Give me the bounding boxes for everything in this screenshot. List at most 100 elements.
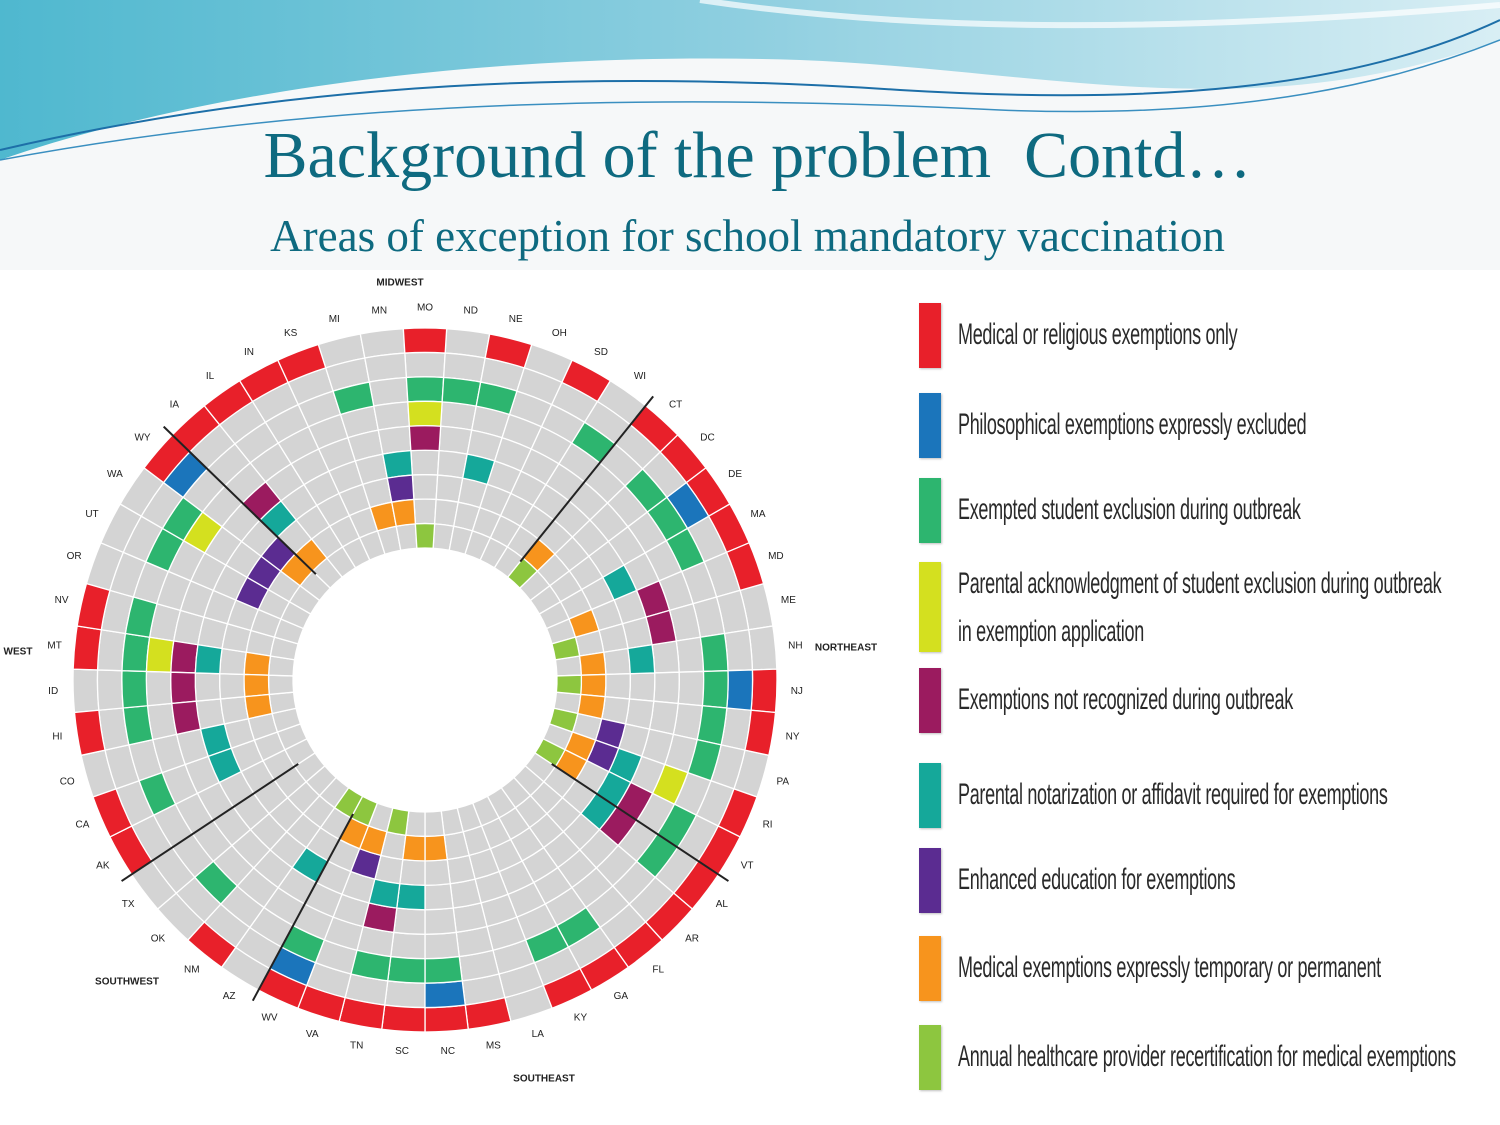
exception-cell <box>699 632 729 673</box>
cell <box>145 670 173 707</box>
legend-label: Parental notarization or affidavit requi… <box>958 778 1388 811</box>
region-label: SOUTHWEST <box>95 977 159 988</box>
state-label: ME <box>781 595 796 606</box>
state-label: WV <box>261 1013 277 1024</box>
radial-chart: MO ND NE OH SD WI CT DC DE MA MD ME NH NJ NY PA RI VT AL AR… <box>4 278 878 1085</box>
exception-cell <box>381 1004 426 1033</box>
legend-swatch <box>919 935 941 1001</box>
title: Background of the problem Contd… <box>263 119 1252 192</box>
exception-cell <box>424 834 448 862</box>
exception-cell <box>580 792 618 831</box>
exception-cell <box>414 522 436 549</box>
exception-cell <box>194 644 223 675</box>
state-label: KY <box>574 1013 588 1024</box>
state-label: DE <box>728 469 742 480</box>
state-label: SD <box>594 347 608 358</box>
state-label: AZ <box>223 991 236 1002</box>
state-label: SC <box>395 1046 409 1057</box>
exception-cell <box>534 737 566 768</box>
state-label: MD <box>768 551 784 562</box>
cell <box>377 425 412 455</box>
state-label: MA <box>751 509 766 520</box>
exception-cell <box>725 541 765 592</box>
region-label: WEST <box>4 647 33 658</box>
exception-cell <box>145 636 175 673</box>
state-label: IL <box>206 371 215 382</box>
exception-cell <box>475 381 518 416</box>
exception-cell <box>441 376 482 407</box>
cell <box>410 449 440 476</box>
cell <box>723 629 754 672</box>
state-label: MN <box>372 305 388 316</box>
state-label: NM <box>184 964 200 975</box>
legend-swatch <box>919 302 941 368</box>
exception-cell <box>350 949 392 982</box>
state-label: LA <box>532 1029 545 1040</box>
exception-cell <box>386 807 410 836</box>
state-label: ID <box>48 686 58 697</box>
state-label: CT <box>669 400 682 411</box>
exception-cell <box>243 673 270 698</box>
state-label: IN <box>244 347 254 358</box>
state-label: VA <box>306 1029 319 1040</box>
state-label: NJ <box>791 686 803 697</box>
exception-cell <box>72 625 103 671</box>
state-label: OR <box>67 551 82 562</box>
state-label: OH <box>552 328 567 339</box>
state-label: MO <box>417 303 433 314</box>
exception-cell <box>524 924 570 964</box>
exception-cell <box>548 707 579 733</box>
exception-cell <box>726 669 754 711</box>
cell <box>411 474 439 501</box>
legend-label: Enhanced education for exemptions <box>958 863 1236 896</box>
cell <box>651 640 680 674</box>
state-label: VT <box>741 861 754 872</box>
exception-cell <box>391 498 417 527</box>
legend-label: Medical exemptions expressly temporary o… <box>958 951 1381 984</box>
subtitle: Areas of exception for school mandatory … <box>270 211 1225 261</box>
legend-label: Exemptions not recognized during outbrea… <box>958 683 1293 716</box>
region-label: SOUTHEAST <box>513 1074 575 1085</box>
legend-label: Philosophical exemptions expressly exclu… <box>958 408 1307 441</box>
exception-cell <box>182 511 224 554</box>
state-label: GA <box>614 991 629 1002</box>
exception-cell <box>402 327 448 354</box>
exception-cell <box>122 705 154 746</box>
cell <box>436 449 468 479</box>
state-label: MI <box>329 314 340 325</box>
state-label: NV <box>55 595 69 606</box>
legend: Medical or religious exemptions only Phil… <box>893 277 1493 1097</box>
state-label: AR <box>685 934 699 945</box>
exception-cell <box>750 668 778 714</box>
cell <box>413 498 437 525</box>
cell <box>267 674 295 696</box>
state-label: HI <box>52 732 62 743</box>
cell <box>747 625 778 671</box>
exception-cell <box>744 709 777 757</box>
legend-label: Parental acknowledgment of student exclu… <box>958 567 1442 648</box>
state-label: WA <box>107 469 123 480</box>
exception-cell <box>387 955 426 984</box>
cell <box>653 671 680 705</box>
cell <box>677 670 705 707</box>
exception-cell <box>635 833 679 879</box>
cell <box>404 351 446 379</box>
state-label: KS <box>284 328 298 339</box>
cell <box>424 931 460 960</box>
exception-cell <box>407 400 443 427</box>
exception-cell <box>382 449 414 479</box>
legend-swatch <box>919 847 941 913</box>
state-label: NE <box>509 314 523 325</box>
legend-label: Exempted student exclusion during outbre… <box>958 493 1301 526</box>
state-label: RI <box>763 820 773 831</box>
exception-cell <box>578 651 607 676</box>
exception-cell <box>580 673 607 698</box>
exception-cell <box>170 671 197 705</box>
legend-label: Annual healthcare provider recertificati… <box>958 1040 1456 1073</box>
region-divider <box>551 763 729 882</box>
exception-cell <box>424 1004 469 1033</box>
exception-cell <box>244 693 273 720</box>
exception-cell <box>207 747 243 784</box>
exception-cell <box>402 834 426 862</box>
